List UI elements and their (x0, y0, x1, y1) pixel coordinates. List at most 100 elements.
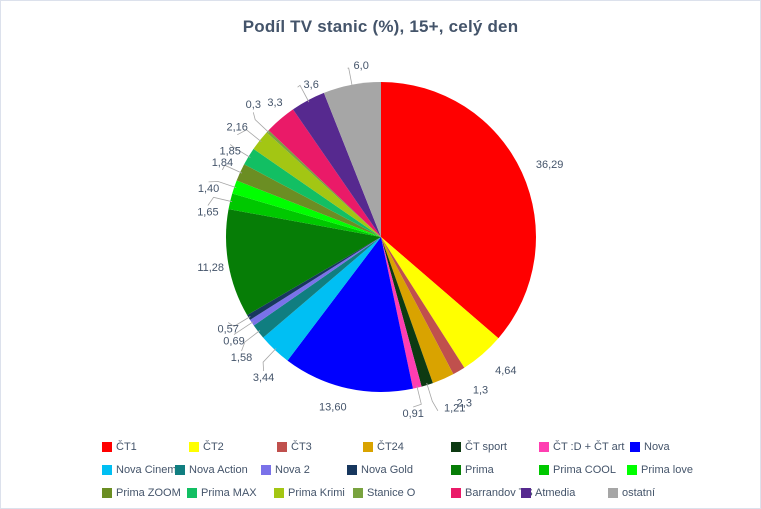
legend-label: Prima ZOOM (116, 486, 181, 499)
legend-swatch-ct-d-ct-art (539, 441, 549, 452)
legend-swatch-ct3 (277, 441, 287, 452)
legend-label: Nova Action (189, 463, 248, 476)
data-label-prima-krimi: 2,16 (226, 122, 247, 134)
pie-slice-prima-max (244, 148, 381, 237)
data-label-atmedia: 3,6 (304, 79, 319, 91)
legend-item-atmedia: Atmedia (521, 487, 608, 499)
pie-slice-nova-action (253, 237, 381, 338)
data-label-ct3: 1,3 (473, 385, 488, 397)
data-label-ct-sport: 1,21 (444, 403, 465, 415)
legend-label: ČT :D + ČT art (553, 440, 625, 453)
leader-line-ct-sport (426, 382, 439, 412)
legend-item-ct1: ČT1 (102, 441, 189, 453)
legend-item-prima-krimi: Prima Krimi (274, 487, 353, 499)
legend-swatch-nova-cinema (102, 464, 112, 475)
legend-swatch-stanice-o (353, 487, 363, 498)
legend-item-nova-2: Nova 2 (261, 464, 347, 476)
legend-item-ostatni: ostatní (608, 487, 668, 499)
pie-slice-nova-gold (247, 237, 381, 320)
pie-slice-ct-sport (381, 237, 433, 387)
data-label-prima-cool: 1,65 (197, 206, 218, 218)
legend-label: Prima (465, 463, 494, 476)
legend-label: ČT1 (116, 440, 137, 453)
legend-swatch-prima-max (187, 487, 197, 498)
legend-label: Prima COOL (553, 463, 616, 476)
data-label-barrandov-ts: 3,3 (267, 97, 282, 109)
data-label-nova-cinema: 3,44 (253, 372, 274, 384)
leader-line-nova-2 (233, 321, 254, 335)
legend-item-prima-max: Prima MAX (187, 487, 274, 499)
legend-label: Prima Krimi (288, 486, 345, 499)
pie-slice-prima-cool (228, 193, 381, 237)
legend-label: ostatní (622, 486, 656, 499)
legend-swatch-barrandov-ts (451, 487, 461, 498)
legend-swatch-prima-love (627, 464, 637, 475)
legend-item-prima-cool: Prima COOL (539, 464, 627, 476)
legend-swatch-nova-action (175, 464, 185, 475)
data-label-ct24: 2,3 (457, 398, 472, 410)
legend-swatch-ct2 (189, 441, 199, 452)
legend-label: Nova (644, 440, 670, 453)
pie-slice-ostatni (323, 82, 381, 237)
leader-line-ostatni (347, 67, 353, 87)
legend-label: Atmedia (535, 486, 576, 499)
legend-item-stanice-o: Stanice O (353, 487, 451, 499)
legend-row: ČT1 ČT2 ČT3 ČT24 ČT sport ČT :D + ČT art Nova (102, 435, 752, 458)
leader-line-stanice-o (252, 112, 270, 133)
legend-swatch-ct-sport (451, 441, 461, 452)
data-label-nova: 13,60 (319, 402, 347, 414)
data-label-prima-max: 1,85 (219, 145, 240, 157)
legend-swatch-nova (630, 441, 640, 452)
pie-slice-nova-2 (250, 237, 381, 326)
legend-label: Prima love (641, 463, 693, 476)
data-label-ct1: 36,29 (536, 159, 564, 171)
leader-line-prima-love (208, 181, 237, 188)
legend-swatch-ostatni (608, 487, 618, 498)
pie-slice-ct1 (381, 82, 536, 339)
legend-item-nova-cinema: Nova Cinema (102, 464, 183, 476)
legend-swatch-nova-2 (261, 464, 271, 475)
legend-swatch-ct24 (363, 441, 373, 452)
legend-swatch-nova-gold (347, 464, 357, 475)
legend-item-ct3: ČT3 (277, 441, 363, 453)
legend-item-barrandov-ts: Barrandov TS (451, 487, 533, 499)
legend-label: Nova Cinema (116, 463, 183, 476)
legend-label: Nova Gold (361, 463, 413, 476)
legend-label: ČT3 (291, 440, 312, 453)
pie-slice-nova (287, 237, 413, 392)
chart-legend: ČT1 ČT2 ČT3 ČT24 ČT sport ČT :D + ČT art Nova N… (102, 435, 752, 504)
leader-line-ct-d-ct-art (413, 385, 422, 408)
data-label-nova-gold: 0,57 (217, 323, 238, 335)
pie-slice-atmedia (293, 92, 381, 238)
legend-row: Prima ZOOM Prima MAX Prima Krimi Stanice O B… (102, 481, 752, 504)
pie-slice-prima (225, 209, 381, 316)
pie-slice-ct2 (381, 237, 499, 368)
legend-item-nova-action: Nova Action (175, 464, 261, 476)
legend-item-ct-sport: ČT sport (451, 441, 539, 453)
leader-line-prima-max (229, 144, 251, 158)
pie-slice-ct3 (381, 237, 465, 375)
leader-line-nova-gold (227, 316, 251, 327)
legend-item-prima: Prima (451, 464, 539, 476)
pie-slice-stanice-o (266, 130, 381, 237)
data-label-nova-2: 0,69 (223, 335, 244, 347)
pie-slice-prima-zoom (236, 164, 381, 237)
leader-line-atmedia (297, 84, 310, 103)
chart-title: Podíl TV stanic (%), 15+, celý den (242, 17, 519, 36)
leader-line-prima-krimi (237, 129, 262, 143)
legend-label: Stanice O (367, 486, 416, 499)
legend-label: Nova 2 (275, 463, 310, 476)
leader-line-nova-cinema (262, 348, 277, 372)
legend-row: Nova Cinema Nova Action Nova 2 Nova Gold Pri… (102, 458, 752, 481)
legend-item-nova-gold: Nova Gold (347, 464, 451, 476)
legend-swatch-prima-krimi (274, 487, 284, 498)
legend-label: ČT sport (465, 440, 507, 453)
data-label-prima-love: 1,40 (198, 183, 219, 195)
legend-swatch-prima-zoom (102, 487, 112, 498)
data-label-prima-zoom: 1,84 (212, 157, 233, 169)
data-label-ct2: 4,64 (495, 365, 516, 377)
data-label-prima: 11,28 (197, 262, 224, 274)
pie-slice-ct24 (381, 237, 454, 384)
pie-slice-barrandov-ts (268, 109, 381, 237)
